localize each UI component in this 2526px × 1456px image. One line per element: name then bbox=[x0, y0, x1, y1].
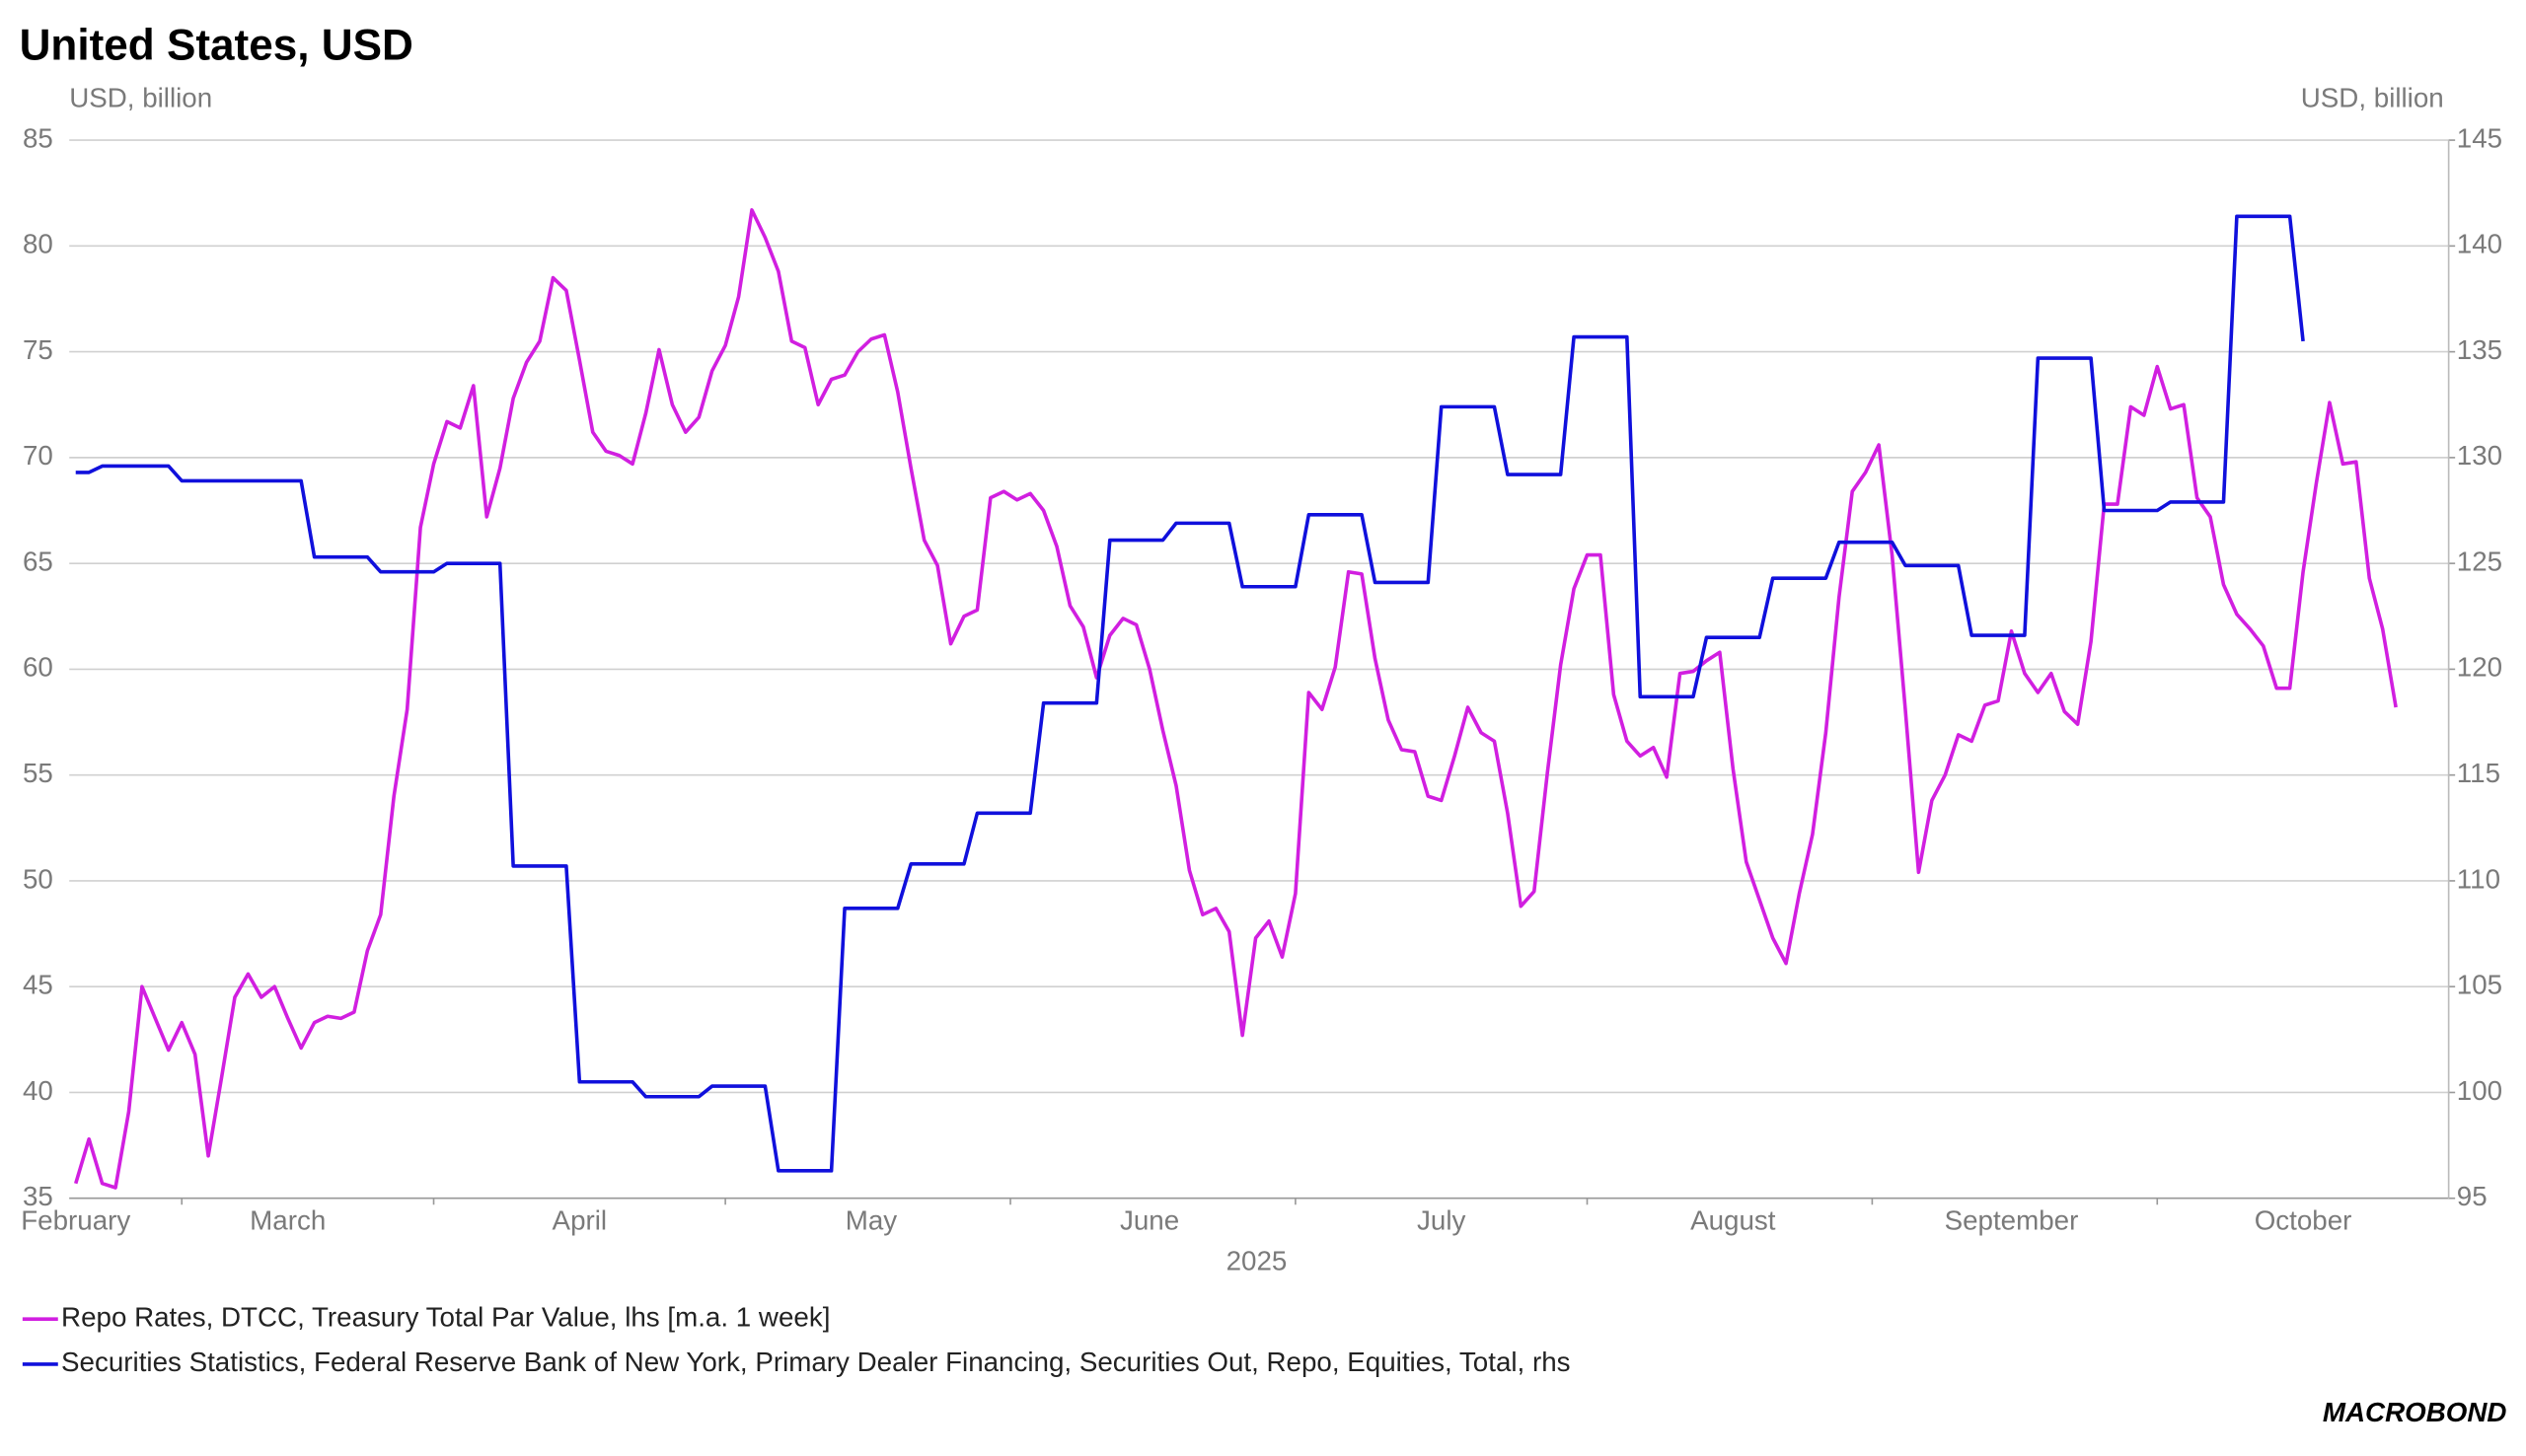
y2-axis-label: USD, billion bbox=[2301, 83, 2444, 113]
y2-tick-label: 120 bbox=[2457, 652, 2502, 683]
y-tick-label: 80 bbox=[23, 229, 53, 259]
legend-label: Repo Rates, DTCC, Treasury Total Par Val… bbox=[61, 1302, 830, 1333]
y-tick-label: 60 bbox=[23, 652, 53, 683]
y-tick-label: 40 bbox=[23, 1075, 53, 1106]
y2-tick-label: 115 bbox=[2457, 758, 2500, 788]
legend-label: Securities Statistics, Federal Reserve B… bbox=[61, 1347, 1570, 1377]
chart-title: United States, USD bbox=[20, 22, 413, 70]
series-line bbox=[74, 208, 2398, 1190]
y2-tick-label: 110 bbox=[2457, 863, 2500, 894]
x-tick-label: June bbox=[1120, 1205, 1179, 1236]
brand-logo: MACROBOND bbox=[2323, 1397, 2507, 1427]
y2-tick-label: 125 bbox=[2457, 546, 2502, 576]
y2-tick-label: 100 bbox=[2457, 1075, 2502, 1106]
y-axis-label: USD, billion bbox=[69, 83, 212, 113]
y-tick-label: 70 bbox=[23, 440, 53, 471]
y-tick-label: 45 bbox=[23, 970, 53, 1000]
x-tick-label: August bbox=[1690, 1205, 1776, 1236]
y2-tick-label: 135 bbox=[2457, 334, 2502, 365]
x-tick-label: July bbox=[1417, 1205, 1465, 1236]
y-tick-label: 55 bbox=[23, 758, 53, 788]
y2-tick-label: 95 bbox=[2457, 1181, 2488, 1211]
y2-tick-label: 105 bbox=[2457, 970, 2502, 1000]
y-tick-label: 65 bbox=[23, 546, 53, 576]
x-tick-label: February bbox=[21, 1205, 130, 1236]
y-tick-label: 50 bbox=[23, 863, 53, 894]
y2-tick-label: 130 bbox=[2457, 440, 2502, 471]
x-tick-label: May bbox=[846, 1205, 898, 1236]
series-line bbox=[75, 214, 2305, 1173]
x-tick-label: October bbox=[2255, 1205, 2352, 1236]
y-tick-label: 85 bbox=[23, 122, 53, 153]
x-tick-label: September bbox=[1945, 1205, 2079, 1236]
y2-tick-label: 145 bbox=[2457, 122, 2502, 153]
x-tick-label: March bbox=[250, 1205, 326, 1236]
x-tick-label: April bbox=[553, 1205, 608, 1236]
y-tick-label: 75 bbox=[23, 334, 53, 365]
y2-tick-label: 140 bbox=[2457, 229, 2502, 259]
x-axis-label: 2025 bbox=[1226, 1245, 1288, 1275]
y-tick-label: 35 bbox=[23, 1181, 53, 1211]
